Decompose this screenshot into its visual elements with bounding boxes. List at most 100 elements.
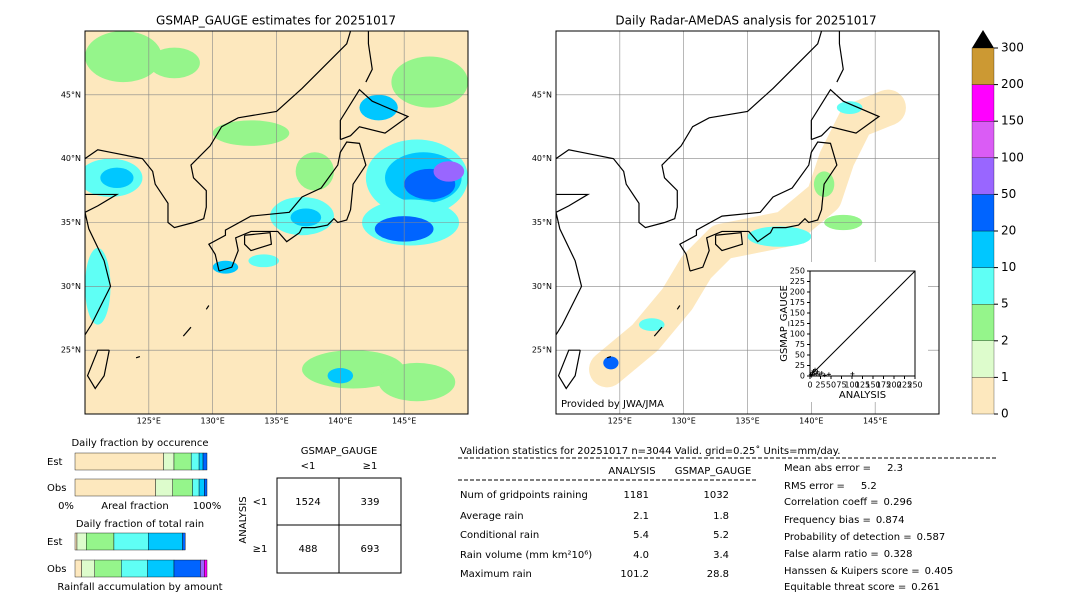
colorbar-label: 300: [1001, 41, 1024, 55]
coastline: [85, 193, 120, 336]
colorbar-segment: [971, 84, 995, 122]
rain-area: [295, 152, 334, 191]
stat-value: 101.2: [620, 569, 649, 580]
stat-label: Num of gridpoints raining: [460, 490, 588, 501]
rain-area: [378, 362, 456, 402]
point: [815, 369, 820, 374]
y-tick-label: 50: [795, 351, 805, 360]
rain-area: [433, 161, 465, 182]
fraction-segment: [182, 532, 186, 551]
stat-label: Maximum rain: [460, 569, 532, 580]
coastline: [557, 349, 581, 390]
coastline: [653, 326, 663, 337]
score-label: Equitable threat score =: [784, 582, 906, 593]
score-value: 0.587: [917, 532, 946, 543]
coastline: [205, 305, 210, 310]
lat-label: 30°N: [61, 282, 81, 291]
coastline: [365, 31, 373, 83]
ct-cell: 339: [360, 497, 379, 508]
fraction-segment: [173, 452, 192, 471]
score-label: Hanssen & Kuipers score =: [784, 566, 920, 577]
y-axis-label: GSMAP_GAUGE: [779, 285, 790, 362]
coastline: [207, 141, 367, 272]
score-value: 0.405: [925, 566, 954, 577]
lon-label: 145°E: [392, 417, 416, 426]
stat-value: 1032: [704, 490, 729, 501]
fraction-segment: [94, 559, 122, 578]
rain-area: [747, 226, 812, 247]
diagonal: [809, 270, 916, 377]
x-tick-label: 100: [844, 381, 859, 390]
stat-value: 2.1: [633, 511, 649, 522]
coastline: [85, 31, 352, 229]
row-label: Obs: [47, 564, 66, 575]
ct-row-label: <1: [253, 497, 268, 508]
coastline: [678, 141, 838, 272]
coastline: [556, 31, 823, 229]
rain-area: [100, 167, 134, 189]
fraction-segment: [192, 478, 200, 497]
x-tick-label: 250: [907, 381, 922, 390]
colorbar-segment: [971, 377, 995, 415]
x-tick-label: 175: [876, 381, 891, 390]
lat-label: 35°N: [61, 218, 81, 227]
fraction-xlabel: Rainfall accumulation by amount: [57, 582, 222, 593]
lon-label: 125°E: [137, 417, 161, 426]
coastline: [135, 355, 141, 359]
rain-area: [302, 350, 405, 389]
fraction-title: Daily fraction by occurence: [71, 438, 208, 449]
point: [822, 373, 827, 378]
rain-area: [85, 31, 162, 83]
point: [819, 371, 824, 376]
column-header: GSMAP_GAUGE: [675, 466, 752, 477]
colorbar-segment: [971, 47, 995, 85]
fraction-segment: [204, 478, 208, 497]
x-tick-label: 75: [836, 381, 846, 390]
x-tick-label: 150: [865, 381, 880, 390]
score-value: 0.874: [876, 515, 905, 526]
colorbar-segment: [971, 340, 995, 378]
ct-title: GSMAP_GAUGE: [301, 446, 378, 457]
fraction-segment: [198, 452, 204, 471]
lon-label: 135°E: [264, 417, 288, 426]
colorbar-label: 2: [1001, 333, 1009, 347]
point: [809, 373, 814, 378]
score-value: 0.296: [884, 497, 913, 508]
fraction-segment: [74, 559, 82, 578]
coastline: [836, 31, 844, 83]
colorbar-segment: [971, 304, 995, 341]
colorbar-label: 150: [1001, 114, 1024, 128]
stat-label: Average rain: [460, 511, 524, 522]
x-tick-label: 225: [897, 381, 912, 390]
ct-col-label: ≥1: [363, 461, 378, 472]
point: [817, 372, 822, 377]
y-tick-label: 125: [790, 319, 805, 328]
lat-label: 30°N: [532, 282, 552, 291]
coastline: [182, 326, 192, 337]
ct-cell: 488: [298, 544, 317, 555]
rain-area: [391, 56, 468, 108]
coastline: [243, 232, 273, 252]
left-map-title: GSMAP_GAUGE estimates for 20251017: [156, 14, 396, 28]
lat-label: 25°N: [61, 346, 81, 355]
colorbar-label: 20: [1001, 224, 1016, 238]
fraction-segment: [198, 478, 205, 497]
lon-label: 145°E: [863, 417, 887, 426]
fraction-segment: [172, 478, 193, 497]
x-tick-label: 0: [807, 381, 812, 390]
x-axis-label: ANALYSIS: [839, 390, 886, 401]
rain-area: [290, 208, 322, 227]
y-tick-label: 25: [795, 361, 805, 370]
colorbar-label: 5: [1001, 297, 1009, 311]
coastline: [606, 355, 612, 359]
lon-label: 130°E: [201, 417, 225, 426]
y-tick-label: 100: [790, 330, 805, 339]
stat-value: 1181: [624, 490, 649, 501]
lat-label: 35°N: [532, 218, 552, 227]
map-frame: [84, 30, 469, 415]
lat-label: 45°N: [61, 90, 81, 99]
y-tick-label: 150: [790, 309, 805, 318]
coastline: [714, 232, 744, 252]
colorbar-label: 100: [1001, 150, 1024, 164]
